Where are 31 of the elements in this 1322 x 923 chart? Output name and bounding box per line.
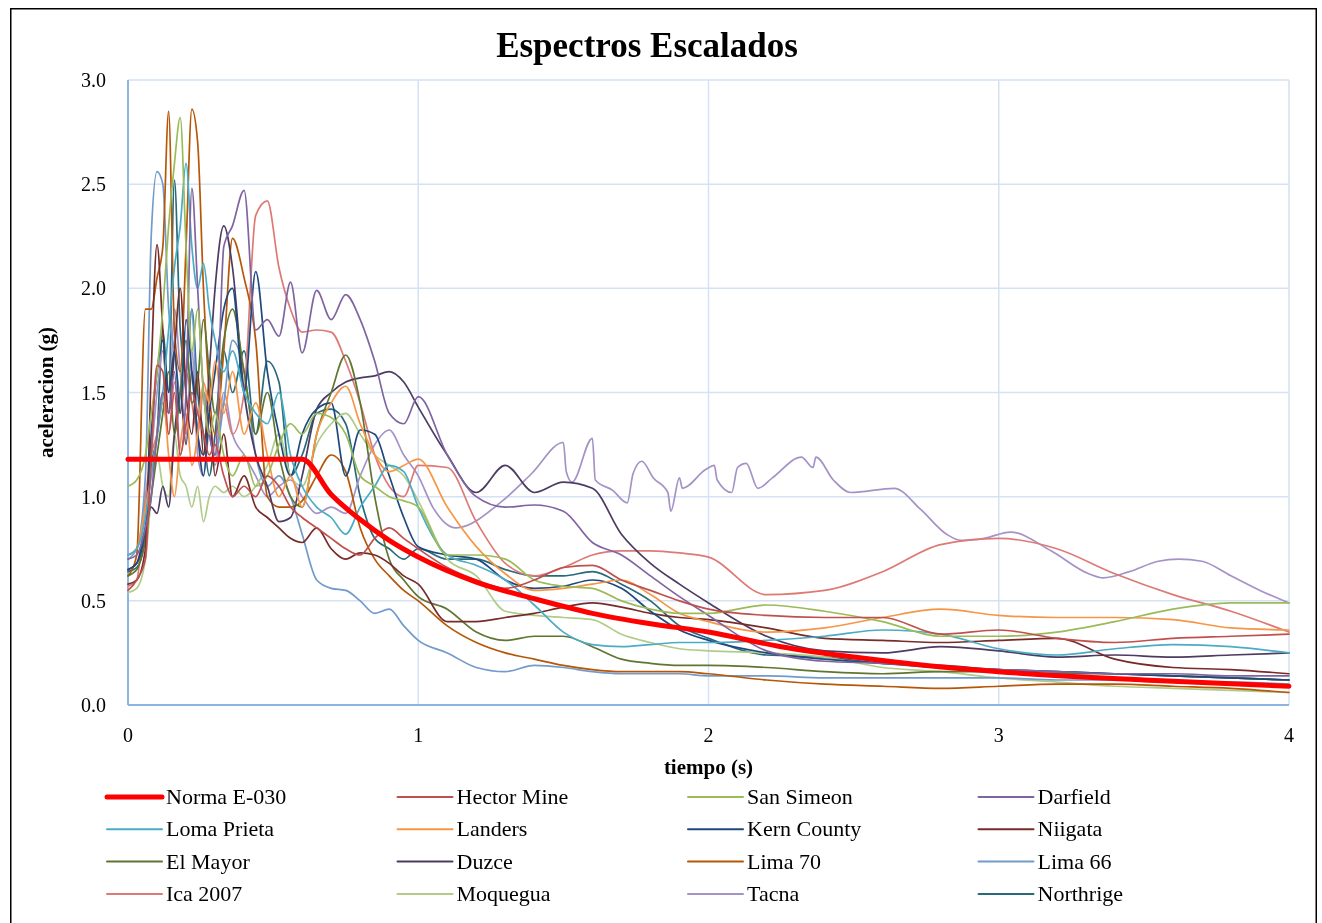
legend-label: San Simeon (747, 784, 853, 809)
y-tick-label: 1.0 (81, 485, 106, 508)
legend-label: Tacna (747, 880, 800, 906)
legend-label: El Mayor (166, 848, 251, 874)
y-tick-label: 0.0 (81, 694, 106, 716)
x-tick-label: 1 (413, 724, 424, 746)
legend-label: Niigata (1037, 816, 1103, 842)
x-tick-label: 3 (993, 724, 1004, 746)
x-axis-title: tiempo (s) (663, 755, 754, 779)
x-tick-label: 0 (123, 724, 133, 746)
legend-label: Ica 2007 (166, 880, 243, 906)
legend-label: Northrige (1037, 880, 1124, 906)
legend-label: Lima 70 (747, 848, 821, 874)
chart-title: Espectros Escalados (496, 26, 798, 65)
y-axis-title: aceleracion (g) (34, 326, 58, 459)
y-tick-label: 0.5 (81, 589, 106, 612)
legend-label: Norma E-030 (166, 784, 287, 809)
x-tick-label: 4 (1284, 724, 1294, 746)
legend-label: Kern County (747, 816, 862, 842)
legend-label: Lima 66 (1037, 848, 1112, 874)
y-tick-label: 3.0 (81, 69, 106, 91)
x-tick-label: 2 (703, 724, 714, 746)
legend-label: Moquegua (456, 880, 551, 906)
legend-label: Duzce (456, 848, 513, 874)
y-tick-label: 2.5 (81, 173, 106, 196)
legend-label: Hector Mine (456, 784, 569, 809)
legend-label: Loma Prieta (166, 816, 275, 842)
legend-label: Landers (456, 816, 528, 842)
y-tick-label: 1.5 (81, 381, 106, 404)
legend-label: Darfield (1037, 784, 1111, 809)
y-tick-label: 2.0 (81, 277, 106, 300)
